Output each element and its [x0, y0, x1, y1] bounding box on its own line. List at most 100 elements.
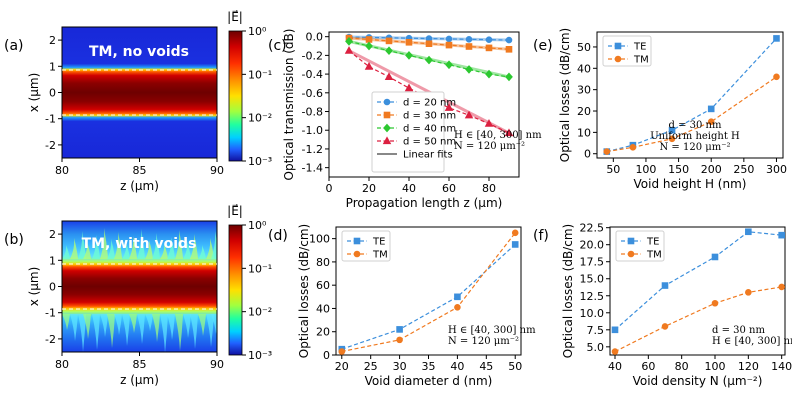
field-streak-top	[152, 233, 160, 259]
legend-marker	[614, 42, 622, 50]
legend-marker	[383, 98, 391, 106]
x-tick-label: 20	[335, 360, 349, 373]
colorbar-tick-label: 10⁻³	[248, 349, 272, 362]
data-point	[338, 348, 346, 355]
field-streak-top	[175, 230, 183, 259]
panel-a: TM, no voids 80 85 90 -2 -1 0 1 2 z (μm) x (μm)	[27, 26, 224, 193]
x-tick-label: 50	[508, 360, 522, 373]
legend-entry: TM	[372, 250, 388, 261]
y-tick-label: 0	[49, 87, 56, 100]
field-streak-bottom	[206, 314, 214, 347]
x-tick-label: 40	[608, 360, 622, 373]
data-point	[505, 46, 513, 53]
field-streak-bottom	[62, 314, 70, 330]
colorbar-a: |E⃗| 10⁰ 10⁻¹ 10⁻² 10⁻³	[227, 10, 272, 168]
data-point	[384, 72, 394, 81]
data-point	[611, 326, 619, 334]
data-point	[668, 135, 676, 143]
panel-f: 40 60 80 100 120 140 5.0 7.5 10.0 12.5 15.0 17.5 20.…	[561, 222, 792, 388]
data-point	[454, 293, 461, 301]
x-axis-label: Void diameter d (nm)	[365, 374, 493, 388]
field-streak-bottom	[78, 314, 86, 352]
y-tick-label: 60	[316, 279, 330, 292]
x-axis-label: Propagation length z (μm)	[346, 196, 503, 210]
y-tick-label: -2	[45, 333, 56, 346]
y-axis-label: x (μm)	[27, 73, 41, 113]
panel-e: 50 100 150 200 250 300 0 10 20 30 40 50 Void height …	[558, 28, 787, 191]
y-tick-label: -1.4	[302, 162, 323, 175]
data-point	[444, 103, 454, 111]
y-axis-label: Optical losses (dB/cm)	[297, 224, 311, 358]
x-tick-label: 0	[326, 182, 333, 195]
data-point	[505, 36, 513, 44]
field-map-no-voids	[61, 26, 218, 159]
y-tick-label: 1	[49, 254, 56, 267]
x-tick-label: 85	[133, 164, 147, 177]
x-tick-label: 80	[675, 360, 689, 373]
data-point	[385, 37, 393, 45]
x-tick-label: 60	[442, 182, 456, 195]
y-axis-label: Optical transmission (dB)	[282, 29, 296, 181]
x-tick-label: 300	[766, 163, 787, 176]
data-point	[511, 229, 519, 237]
annotation-text: d = 30 nm	[712, 325, 765, 336]
colorbar-tick-label: 10⁰	[248, 219, 267, 232]
x-tick-label: 45	[479, 360, 493, 373]
data-point	[365, 36, 373, 43]
field-streak-top	[83, 242, 91, 259]
legend-marker	[353, 250, 361, 258]
data-point	[425, 40, 433, 47]
field-streak-top	[145, 240, 153, 259]
annotation-text: H ∈ [40, 300] nm	[448, 325, 536, 336]
field-streak-top	[70, 238, 78, 259]
annotation-text: H ∈ [40, 300] nm	[712, 336, 792, 347]
data-point	[454, 303, 461, 311]
y-tick-label: 0	[49, 281, 56, 294]
x-tick-label: 140	[771, 360, 792, 373]
x-tick-label: 80	[482, 182, 496, 195]
y-tick-label: 40	[577, 62, 591, 75]
field-streak-bottom	[114, 314, 122, 335]
legend-marker	[627, 250, 635, 258]
data-point	[668, 126, 676, 134]
y-tick-label: -1.0	[302, 124, 323, 137]
y-tick-label: 40	[316, 302, 330, 315]
data-point	[778, 283, 785, 291]
data-point	[445, 35, 453, 43]
data-point	[364, 61, 374, 70]
legend-entry: TM	[646, 250, 662, 261]
colorbar-tick-label: 10⁻³	[248, 155, 272, 168]
data-point	[745, 228, 752, 236]
y-tick-label: -0.6	[302, 87, 323, 100]
y-tick-label: 0	[584, 148, 591, 161]
colorbar-tick-label: 10⁻¹	[248, 262, 272, 275]
x-tick-label: 100	[705, 360, 726, 373]
data-point	[345, 37, 353, 46]
y-tick-label: 50	[577, 41, 591, 54]
colorbar-label-b: |E⃗|	[227, 204, 243, 218]
y-tick-label: 30	[577, 84, 591, 97]
panel-d: 20 25 30 35 40 45 50 0 20 40 60 80 100 Void diameter …	[297, 224, 536, 388]
data-point	[485, 36, 493, 43]
x-tick-label: 40	[402, 182, 416, 195]
legend-entry: TE	[646, 237, 659, 248]
field-streak-top	[92, 235, 100, 259]
panel-label-a: (a)	[4, 38, 24, 54]
y-tick-label: 20.0	[580, 239, 605, 252]
annotation-text: H ∈ [40, 300] nm	[454, 130, 542, 141]
y-tick-label: -0.8	[302, 106, 323, 119]
x-tick-label: 90	[210, 164, 224, 177]
field-streak-bottom	[190, 314, 198, 349]
legend-entry: TE	[372, 237, 385, 248]
field-streak-top	[129, 236, 137, 259]
data-point	[505, 72, 513, 82]
data-point	[778, 231, 785, 239]
field-streak-top	[183, 241, 191, 259]
panel-label-f: (f)	[533, 228, 549, 244]
y-tick-label: 0	[323, 349, 330, 362]
legend-fit-entry: Linear fits	[403, 150, 453, 161]
x-tick-label: 90	[210, 358, 224, 371]
data-point	[711, 253, 719, 261]
legend-marker	[627, 237, 635, 245]
y-tick-label: -1	[45, 307, 56, 320]
